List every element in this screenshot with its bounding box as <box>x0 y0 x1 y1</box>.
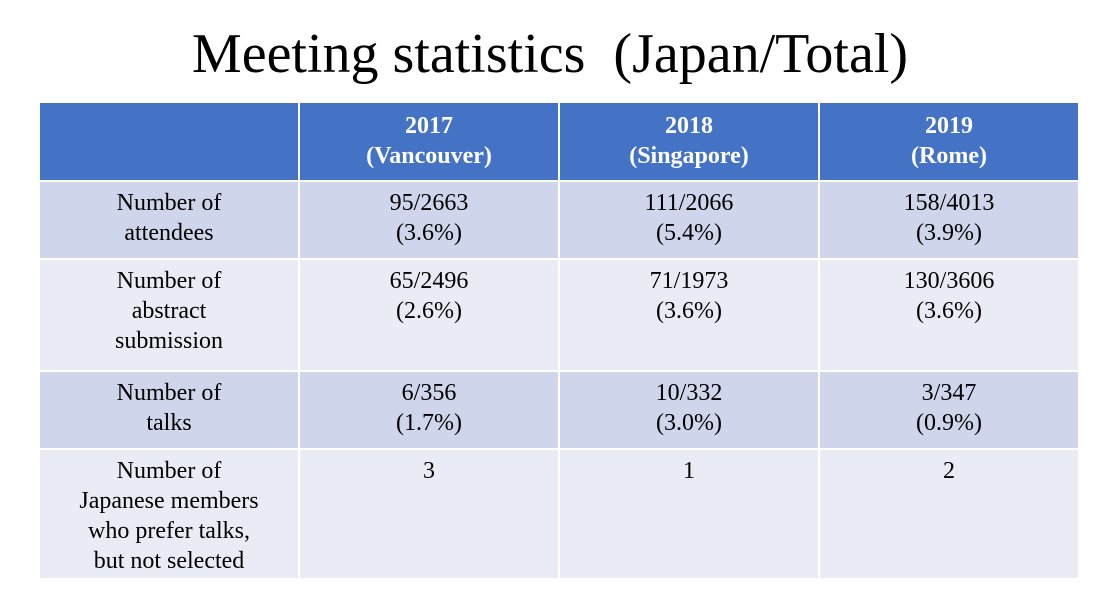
row-label-line: Number of <box>116 190 222 216</box>
header-corner-cell <box>38 101 300 182</box>
row-label-line: attendees <box>124 220 214 246</box>
row-label-line: but not selected <box>93 548 245 574</box>
header-location: (Rome) <box>911 143 987 169</box>
cell-ratio: 10/332 <box>655 380 723 406</box>
table-row-abstract-submission: Number of abstract submission 65/2496 (2… <box>38 258 1080 372</box>
cell-ratio: 3/347 <box>921 380 977 406</box>
cell-japanese-2018: 1 <box>558 448 820 580</box>
header-year: 2017 <box>405 113 453 139</box>
row-label-line: submission <box>114 328 224 354</box>
table-row-attendees: Number of attendees 95/2663 (3.6%) 111/2… <box>38 180 1080 260</box>
table-row-talks: Number of talks 6/356 (1.7%) 10/332 (3.0… <box>38 370 1080 450</box>
header-year: 2018 <box>665 113 713 139</box>
cell-abstract-2018: 71/1973 (3.6%) <box>558 258 820 372</box>
cell-count: 2 <box>943 458 955 484</box>
meeting-statistics-table: 2017 (Vancouver) 2018 (Singapore) 2019 (… <box>38 101 1080 580</box>
cell-percent: (3.6%) <box>916 298 982 324</box>
row-label-line: Japanese members <box>79 488 259 514</box>
cell-ratio: 6/356 <box>401 380 457 406</box>
row-label-line: abstract <box>131 298 207 324</box>
row-label-line: talks <box>146 410 192 436</box>
cell-talks-2018: 10/332 (3.0%) <box>558 370 820 450</box>
cell-percent: (3.6%) <box>656 298 722 324</box>
table-header-row: 2017 (Vancouver) 2018 (Singapore) 2019 (… <box>38 101 1080 182</box>
cell-abstract-2019: 130/3606 (3.6%) <box>818 258 1080 372</box>
row-label-line: Number of <box>116 380 222 406</box>
cell-talks-2019: 3/347 (0.9%) <box>818 370 1080 450</box>
cell-percent: (2.6%) <box>396 298 462 324</box>
cell-attendees-2019: 158/4013 (3.9%) <box>818 180 1080 260</box>
cell-talks-2017: 6/356 (1.7%) <box>298 370 560 450</box>
cell-percent: (3.0%) <box>656 410 722 436</box>
cell-attendees-2017: 95/2663 (3.6%) <box>298 180 560 260</box>
cell-abstract-2017: 65/2496 (2.6%) <box>298 258 560 372</box>
table-row-japanese-not-selected: Number of Japanese members who prefer ta… <box>38 448 1080 580</box>
cell-ratio: 95/2663 <box>389 190 469 216</box>
header-2018: 2018 (Singapore) <box>558 101 820 182</box>
row-label-attendees: Number of attendees <box>38 180 300 260</box>
cell-count: 1 <box>683 458 695 484</box>
cell-ratio: 71/1973 <box>649 268 729 294</box>
header-2017: 2017 (Vancouver) <box>298 101 560 182</box>
cell-japanese-2017: 3 <box>298 448 560 580</box>
header-location: (Singapore) <box>629 143 749 169</box>
row-label-line: Number of <box>116 268 222 294</box>
cell-japanese-2019: 2 <box>818 448 1080 580</box>
header-year: 2019 <box>925 113 973 139</box>
cell-ratio: 65/2496 <box>389 268 469 294</box>
cell-count: 3 <box>423 458 435 484</box>
cell-percent: (1.7%) <box>396 410 462 436</box>
row-label-japanese-not-selected: Number of Japanese members who prefer ta… <box>38 448 300 580</box>
cell-percent: (3.9%) <box>916 220 982 246</box>
cell-percent: (5.4%) <box>656 220 722 246</box>
slide-title: Meeting statistics (Japan/Total) <box>191 23 909 85</box>
row-label-line: who prefer talks, <box>88 518 250 544</box>
cell-attendees-2018: 111/2066 (5.4%) <box>558 180 820 260</box>
cell-ratio: 130/3606 <box>903 268 995 294</box>
header-2019: 2019 (Rome) <box>818 101 1080 182</box>
cell-percent: (0.9%) <box>916 410 982 436</box>
row-label-talks: Number of talks <box>38 370 300 450</box>
cell-percent: (3.6%) <box>396 220 462 246</box>
row-label-line: Number of <box>116 458 222 484</box>
cell-ratio: 158/4013 <box>903 190 995 216</box>
cell-ratio: 111/2066 <box>644 190 734 216</box>
row-label-abstract-submission: Number of abstract submission <box>38 258 300 372</box>
header-location: (Vancouver) <box>366 143 492 169</box>
